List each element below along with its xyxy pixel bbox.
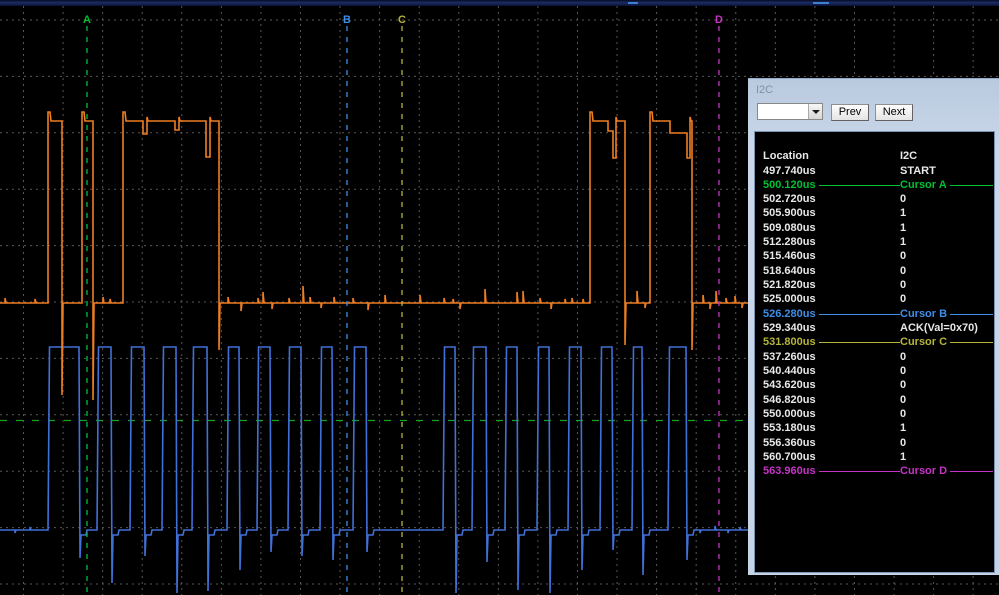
top-edge-highlight — [813, 2, 829, 4]
decode-row: 537.260us 0 — [755, 350, 994, 365]
row-value: 0 — [900, 293, 910, 307]
decode-row: 502.720us 0 — [755, 193, 994, 207]
row-time: 512.280us — [763, 236, 819, 250]
row-time: 537.260us — [763, 350, 819, 364]
cursor-row-b: 526.280us Cursor B — [755, 307, 994, 322]
cursor-row-c: 531.800us Cursor C — [755, 336, 994, 350]
protocol-combobox[interactable] — [757, 103, 823, 120]
combobox-dropdown-button[interactable] — [808, 104, 822, 119]
row-value: Cursor C — [900, 336, 951, 350]
row-time: 543.620us — [763, 379, 819, 393]
decode-row: 540.440us 0 — [755, 365, 994, 379]
row-time: 546.820us — [763, 393, 819, 407]
decode-row: 553.180us 1 — [755, 422, 994, 436]
row-value: START — [900, 164, 939, 178]
row-value: Cursor B — [900, 307, 951, 321]
decode-row: 515.460us 0 — [755, 250, 994, 264]
cursor-row-a: 500.120us Cursor A — [755, 178, 994, 193]
row-value: Cursor D — [900, 465, 951, 479]
row-time: 529.340us — [763, 322, 819, 336]
cursor-b-label: B — [343, 14, 351, 26]
column-header-i2c: I2C — [900, 150, 918, 162]
row-value: 0 — [900, 193, 910, 207]
row-time: 515.460us — [763, 250, 819, 264]
decode-row: 550.000us 0 — [755, 408, 994, 422]
row-time: 540.440us — [763, 365, 819, 379]
top-edge-highlight — [628, 2, 638, 4]
row-time: 497.740us — [763, 164, 819, 178]
row-value: 0 — [900, 279, 910, 293]
panel-title: I2C — [756, 84, 774, 96]
row-value: 0 — [900, 379, 910, 393]
chevron-down-icon — [812, 110, 820, 114]
row-value: 1 — [900, 451, 910, 465]
cursor-row-d: 563.960us Cursor D — [755, 465, 994, 479]
row-value: 0 — [900, 393, 910, 407]
decode-table-header: Location I2C — [755, 150, 994, 164]
sda-trace — [0, 111, 748, 401]
window-top-edge — [0, 0, 999, 6]
row-value: 1 — [900, 422, 910, 436]
row-value: 0 — [900, 250, 910, 264]
cursor-d-label: D — [715, 14, 723, 26]
row-time: 505.900us — [763, 207, 819, 221]
row-time: 560.700us — [763, 451, 819, 465]
row-time: 525.000us — [763, 293, 819, 307]
row-time: 526.280us — [763, 307, 819, 321]
decode-table: Location I2C 497.740us START 500.120us Curs… — [754, 131, 995, 573]
row-time: 531.800us — [763, 336, 819, 350]
row-time: 521.820us — [763, 279, 819, 293]
decode-row: 497.740us START — [755, 164, 994, 179]
row-time: 563.960us — [763, 465, 819, 479]
decode-row: 525.000us 0 — [755, 293, 994, 307]
combobox-value — [759, 105, 808, 118]
decode-row: 518.640us 0 — [755, 264, 994, 279]
row-value: 0 — [900, 436, 910, 450]
row-value: ACK(Val=0x70) — [900, 322, 981, 336]
cursor-a-label: A — [83, 14, 91, 26]
decode-row: 505.900us 1 — [755, 207, 994, 221]
row-value: 1 — [900, 221, 910, 235]
row-time: 550.000us — [763, 408, 819, 422]
row-time: 502.720us — [763, 193, 819, 207]
column-header-location: Location — [763, 150, 809, 162]
row-value: 0 — [900, 350, 910, 364]
row-value: 1 — [900, 236, 910, 250]
decode-row: 560.700us 1 — [755, 451, 994, 465]
next-button[interactable]: Next — [875, 104, 913, 121]
decode-row: 509.080us 1 — [755, 221, 994, 236]
row-time: 518.640us — [763, 264, 819, 278]
decode-row: 556.360us 0 — [755, 436, 994, 451]
decode-row: 521.820us 0 — [755, 279, 994, 293]
decode-row: 546.820us 0 — [755, 393, 994, 408]
decode-row: 543.620us 0 — [755, 379, 994, 393]
cursor-c-label: C — [398, 14, 406, 26]
row-value: 0 — [900, 365, 910, 379]
row-time: 500.120us — [763, 178, 819, 192]
scl-trace — [0, 346, 748, 594]
row-time: 553.180us — [763, 422, 819, 436]
row-value: Cursor A — [900, 178, 950, 192]
row-value: 0 — [900, 264, 910, 278]
i2c-decode-panel: I2C Prev Next Location I2C 497.740us STAR… — [748, 78, 999, 575]
row-time: 509.080us — [763, 221, 819, 235]
row-value: 0 — [900, 408, 910, 422]
decode-row: 529.340us ACK(Val=0x70) — [755, 322, 994, 336]
decode-row: 512.280us 1 — [755, 236, 994, 250]
row-time: 556.360us — [763, 436, 819, 450]
row-value: 1 — [900, 207, 910, 221]
prev-button[interactable]: Prev — [831, 104, 869, 121]
